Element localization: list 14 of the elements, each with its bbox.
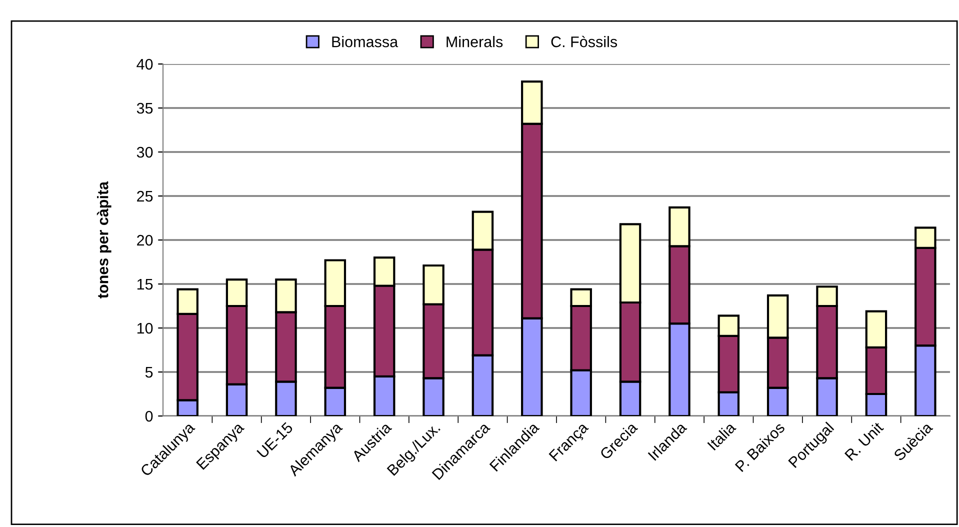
legend-label: Minerals [446,36,503,48]
y-tick-label: 20 [137,234,153,246]
y-tick-label: 5 [145,367,153,378]
legend-label: C. Fòssils [551,36,618,48]
y-tick-label: 25 [137,190,153,202]
legend-label: Biomassa [332,36,398,48]
y-tick-label: 10 [137,322,153,334]
y-axis-title: tones per càpita [96,181,112,298]
y-tick-label: 0 [145,410,153,422]
y-tick-label: 35 [136,102,153,114]
y-tick-label: 40 [136,58,153,70]
y-tick-label: 30 [136,146,153,158]
y-tick-label: 15 [137,279,153,290]
x-tick-label: R. Unit [844,420,884,461]
